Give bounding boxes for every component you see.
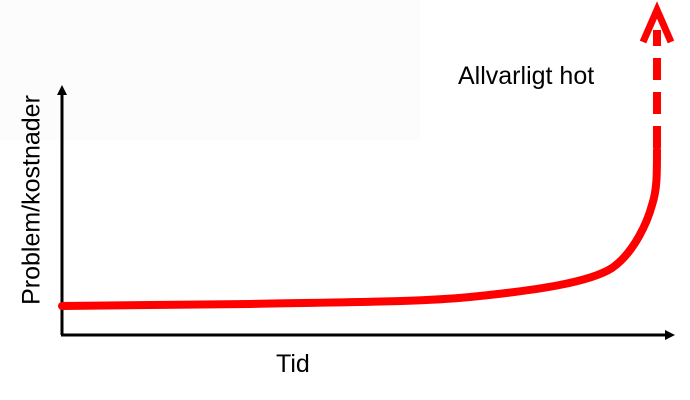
cost-curve [58, 146, 661, 310]
x-axis-label: Tid [276, 350, 310, 378]
arrowhead-icon [639, 1, 675, 44]
background-panel [0, 0, 420, 140]
serious-threat-label: Allvarligt hot [458, 62, 595, 90]
y-axis-label: Problem/kostnader [17, 95, 46, 305]
